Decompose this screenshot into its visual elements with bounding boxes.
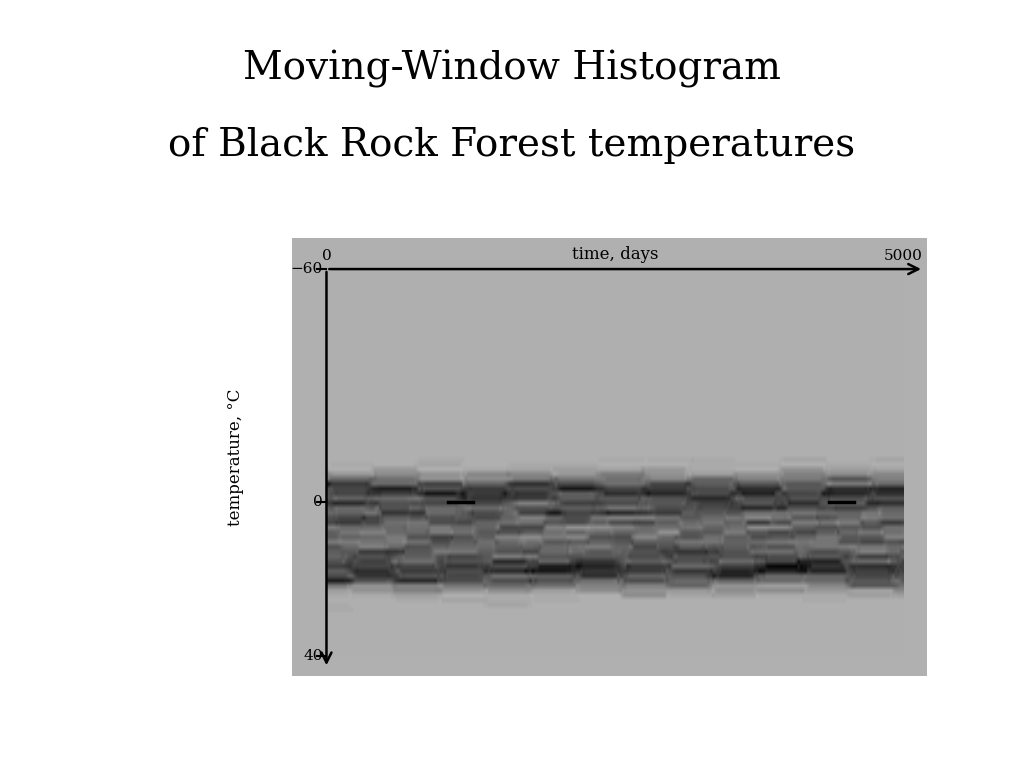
Text: Moving-Window Histogram: Moving-Window Histogram: [243, 50, 781, 88]
Text: 0: 0: [313, 495, 323, 508]
Text: temperature, °C: temperature, °C: [227, 389, 244, 525]
Text: 40: 40: [303, 650, 323, 664]
Text: of Black Rock Forest temperatures: of Black Rock Forest temperatures: [168, 127, 856, 164]
Text: 5000: 5000: [884, 250, 923, 263]
Text: 0: 0: [322, 250, 332, 263]
Text: −60: −60: [291, 262, 323, 276]
Text: time, days: time, days: [571, 247, 658, 263]
